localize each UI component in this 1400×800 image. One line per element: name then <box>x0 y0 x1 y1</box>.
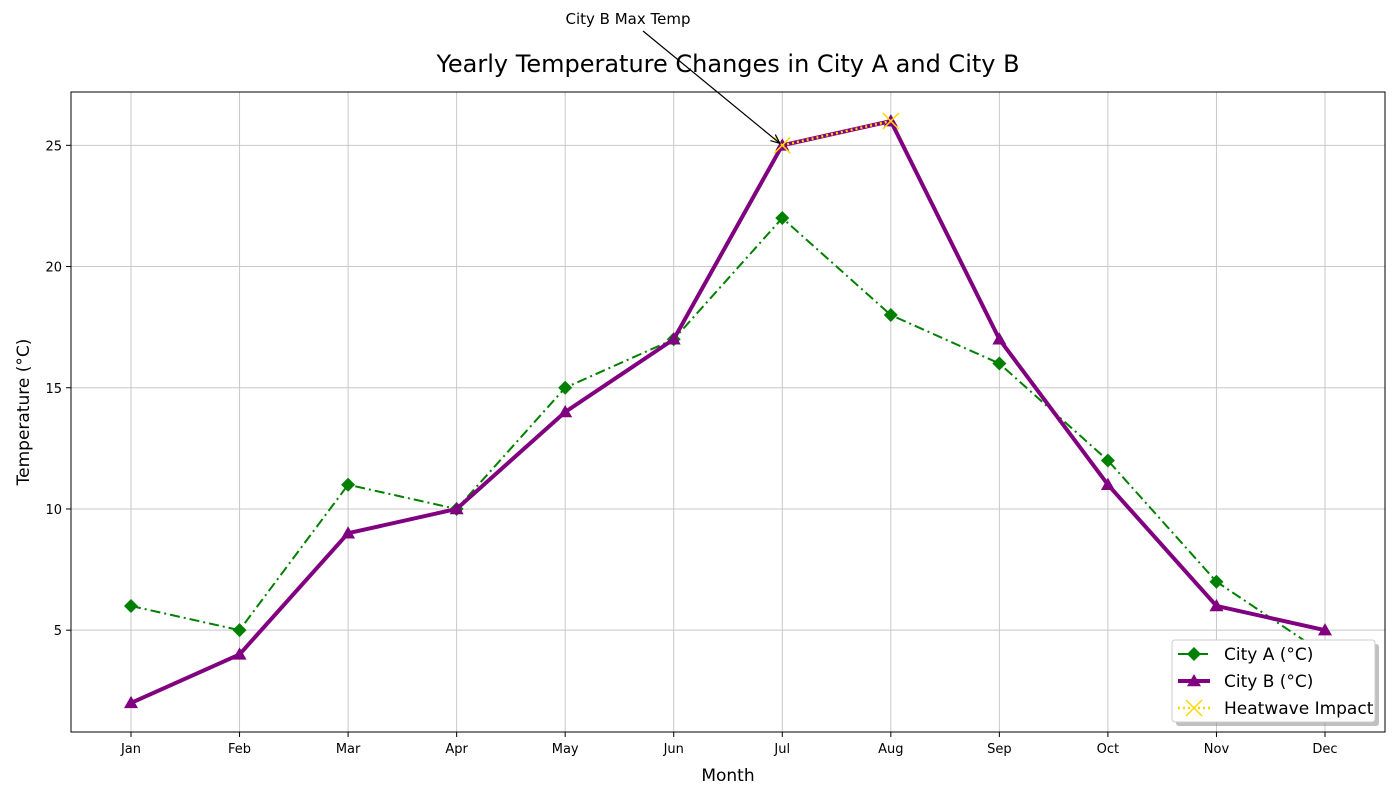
data-point <box>1318 623 1332 636</box>
data-point <box>124 695 138 709</box>
x-tick-label: Jul <box>773 742 790 757</box>
axis-ticks: Jan Feb Mar Apr May Jun Jul Aug Sep Oct Nov Dec 5 10 1… <box>45 139 1337 757</box>
legend-item: City B (°C) <box>1178 672 1313 692</box>
x-axis-title: Month <box>701 766 754 786</box>
data-point <box>882 112 900 130</box>
series-2 <box>124 114 1332 709</box>
x-tick-label: Dec <box>1312 742 1337 757</box>
data-point <box>773 136 791 154</box>
chart-title: Yearly Temperature Changes in City A and… <box>435 50 1019 78</box>
data-point <box>558 405 573 418</box>
x-tick-label: Sep <box>987 742 1012 757</box>
data-point <box>992 332 1007 345</box>
y-tick-label: 25 <box>45 139 62 154</box>
x-tick-label: Jun <box>663 742 684 757</box>
data-point <box>1209 574 1224 589</box>
data-point <box>232 647 247 660</box>
data-point <box>775 211 790 226</box>
series-3 <box>773 112 900 154</box>
legend: City A (°C) City B (°C) Heatwave Impact <box>1171 639 1379 726</box>
x-marker-stroke <box>1185 699 1203 717</box>
data-point <box>341 526 356 539</box>
legend-marker <box>1187 674 1201 687</box>
x-tick-label: Mar <box>336 742 361 757</box>
y-tick-label: 15 <box>45 382 62 397</box>
data-point <box>232 623 247 638</box>
data-point <box>341 477 356 492</box>
x-tick-label: Feb <box>228 742 251 757</box>
x-tick-label: Oct <box>1097 742 1119 757</box>
legend-label: City B (°C) <box>1224 672 1313 692</box>
data-point <box>992 356 1007 371</box>
annotation-text: City B Max Temp <box>566 10 691 28</box>
y-tick-label: 10 <box>45 503 62 518</box>
x-tick-label: Aug <box>878 742 903 757</box>
legend-label: City A (°C) <box>1224 645 1313 665</box>
legend-box <box>1171 639 1376 723</box>
data-point <box>666 332 681 345</box>
data-point <box>1100 477 1115 490</box>
legend-item: Heatwave Impact <box>1178 699 1374 719</box>
grid <box>71 92 1385 732</box>
legend-marker <box>1187 647 1201 661</box>
series-1 <box>124 211 1332 662</box>
series-line <box>130 217 1326 656</box>
y-axis-title: Temperature (°C) <box>14 339 34 487</box>
x-tick-label: Jan <box>120 742 141 757</box>
series-line <box>130 119 1326 705</box>
legend-marker <box>1185 699 1203 717</box>
annotation-arrow <box>642 30 781 144</box>
data-point <box>124 598 138 613</box>
x-marker-stroke <box>882 112 900 130</box>
annotation: City B Max Temp <box>566 10 782 145</box>
data-point <box>1100 453 1115 468</box>
x-tick-label: Apr <box>445 742 468 757</box>
x-tick-label: Nov <box>1204 742 1230 757</box>
legend-item: City A (°C) <box>1178 645 1313 665</box>
x-marker-stroke <box>773 136 791 154</box>
data-point <box>1209 598 1224 612</box>
data-point <box>558 380 573 395</box>
series-layer <box>124 112 1332 709</box>
x-tick-label: May <box>552 742 579 757</box>
y-tick-label: 20 <box>45 261 62 276</box>
annotation-arrowhead <box>770 134 782 145</box>
series-line <box>782 119 892 147</box>
y-tick-label: 5 <box>54 624 62 639</box>
legend-label: Heatwave Impact <box>1224 699 1374 719</box>
plot-frame <box>70 91 1386 733</box>
data-point <box>449 501 464 515</box>
data-point <box>883 308 898 323</box>
